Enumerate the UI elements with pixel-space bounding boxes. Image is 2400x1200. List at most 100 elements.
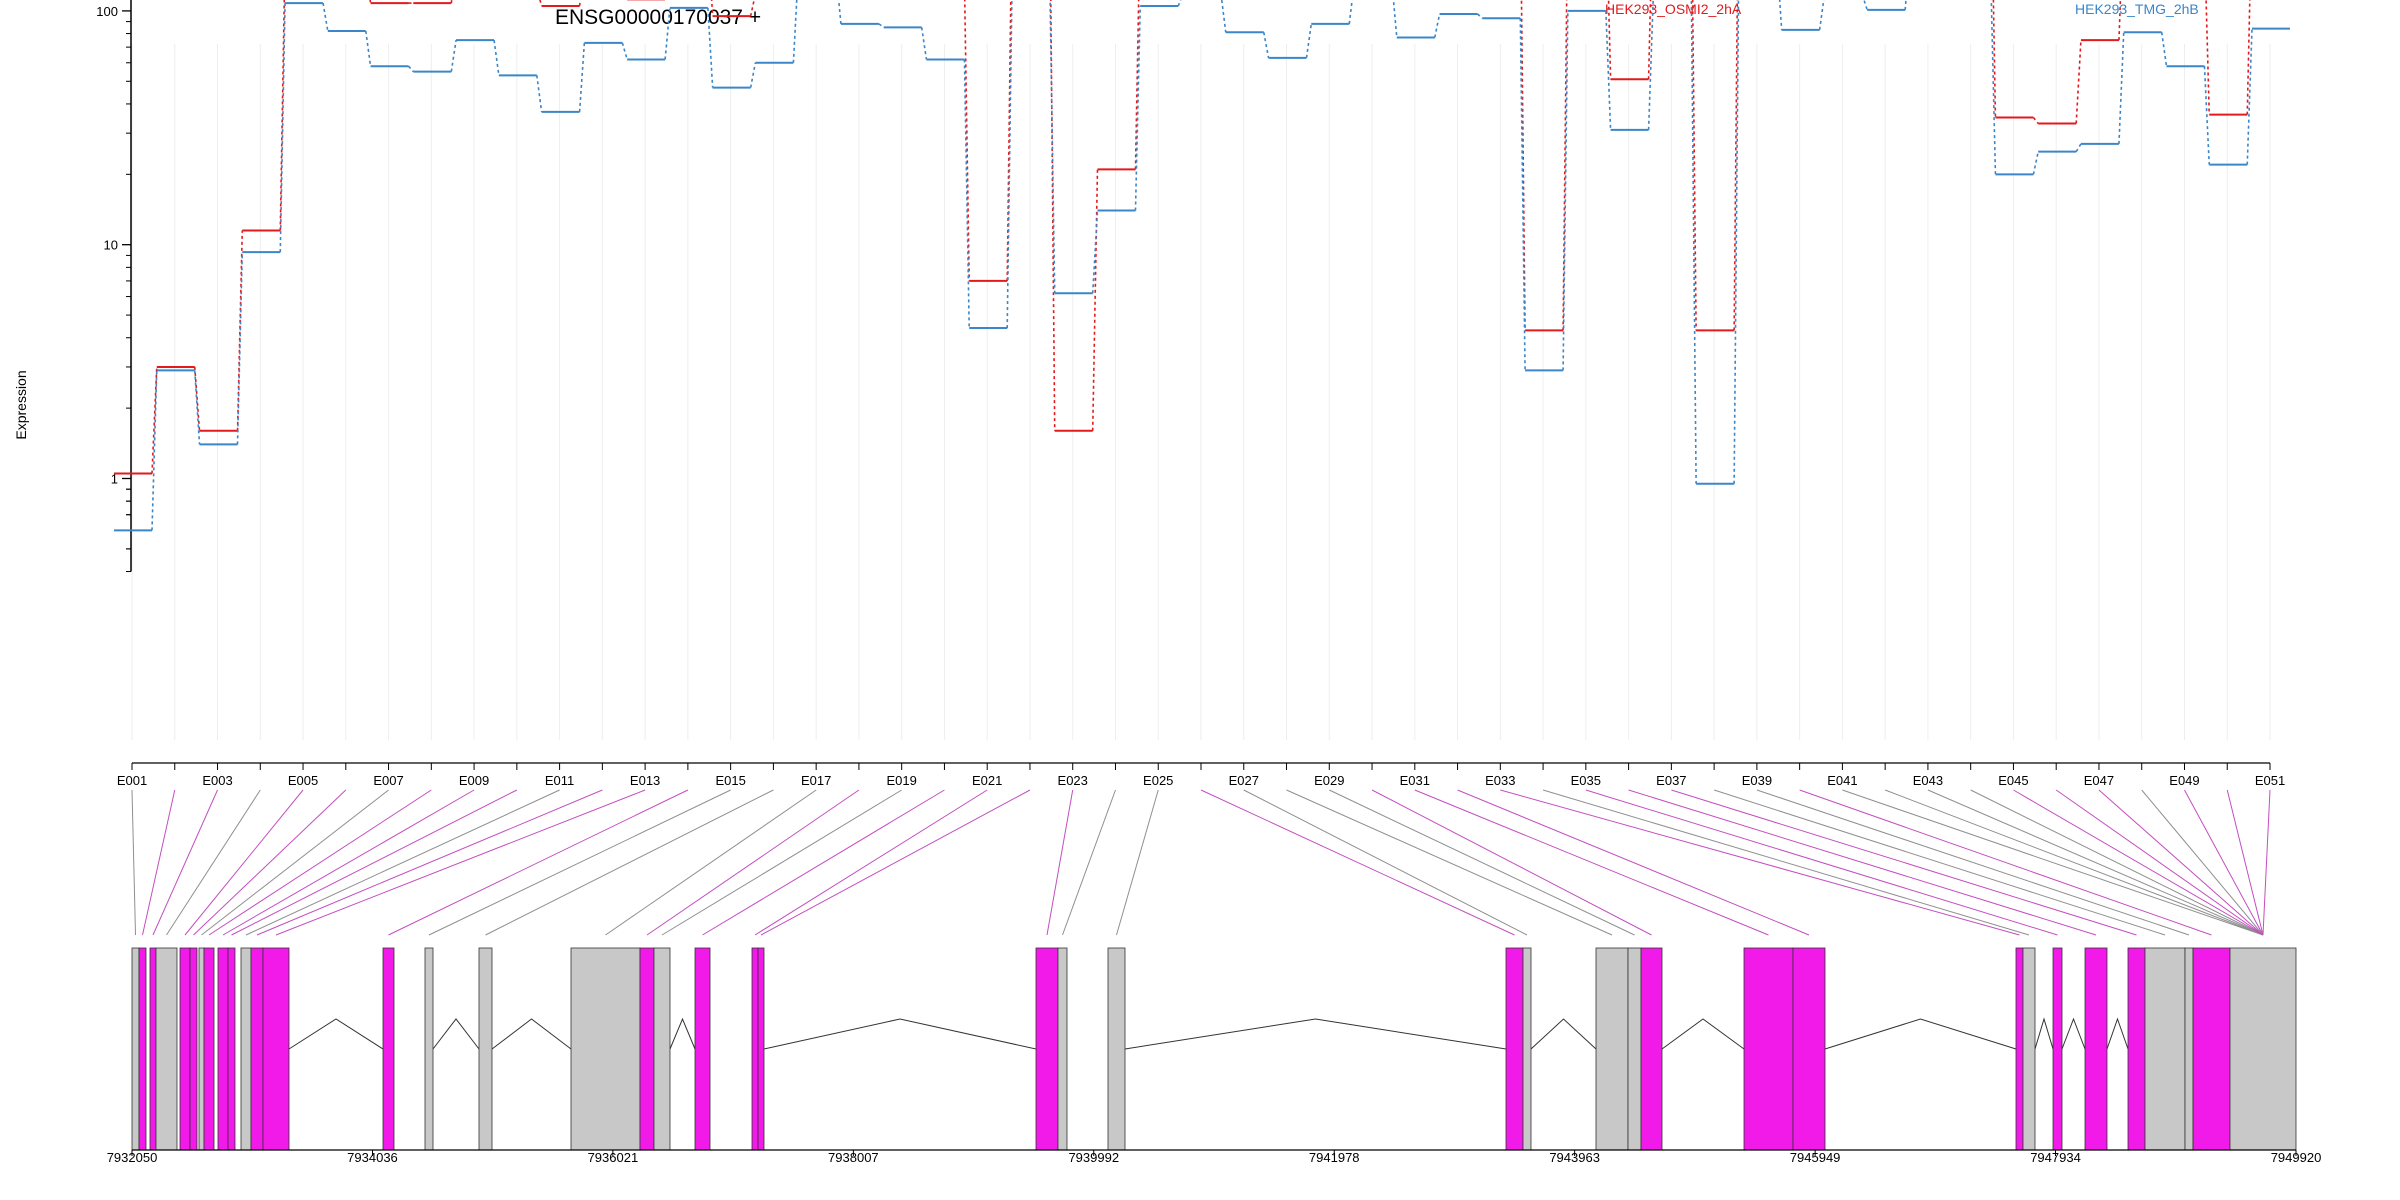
exon-block <box>1522 947 1532 1151</box>
exon-connector <box>1371 789 1652 936</box>
series-connector <box>2203 66 2211 165</box>
intron-line <box>669 1017 696 1050</box>
exon-block <box>2022 947 2036 1151</box>
exon-connector <box>1243 789 1528 936</box>
series-connector <box>707 7 714 88</box>
exon-connector <box>1671 789 2137 936</box>
series-connector <box>837 0 842 24</box>
genomic-tick-label: 7938007 <box>828 1150 879 1165</box>
exon-block <box>131 947 140 1151</box>
series-connector <box>1392 0 1398 38</box>
exon-connector <box>231 789 518 936</box>
series-connector <box>2075 143 2082 153</box>
exon-block <box>1505 947 1524 1151</box>
exon-connector <box>661 789 902 936</box>
intron-line <box>1824 1018 2017 1050</box>
exon-connector <box>2184 789 2264 936</box>
exon-block <box>1035 947 1059 1151</box>
series-connector <box>1305 23 1313 58</box>
exon-block <box>138 947 147 1151</box>
series-connector <box>193 366 201 431</box>
exon-connector <box>245 789 560 936</box>
exon-connector <box>1713 789 2166 936</box>
series-connector <box>1434 13 1441 38</box>
series-connector <box>1647 0 1654 130</box>
series-connector <box>536 75 543 112</box>
exon-block <box>1792 947 1826 1151</box>
series-2 <box>114 0 2290 532</box>
exon-connector <box>485 789 774 936</box>
x-tick-label: E013 <box>630 773 660 788</box>
exon-connector <box>208 789 432 936</box>
exon-connector <box>1500 789 2020 936</box>
intron-line <box>1661 1018 1745 1050</box>
exon-connector <box>1927 789 2264 936</box>
x-tick-label: E011 <box>545 773 574 788</box>
exon-connector <box>388 789 689 936</box>
series-connector <box>963 59 970 329</box>
exon-connector <box>222 789 475 936</box>
exon-block <box>262 947 290 1151</box>
exon-connector <box>1200 789 1515 936</box>
series-connector <box>151 370 158 531</box>
exon-connector <box>1799 789 2212 936</box>
exon-block <box>382 947 395 1151</box>
exon-connector <box>428 789 731 936</box>
series-connector <box>578 42 586 112</box>
exon-connector <box>142 789 176 936</box>
exon-block <box>2084 947 2108 1151</box>
exon-block <box>2192 947 2231 1151</box>
exon-connector <box>702 789 945 936</box>
x-tick-label: E025 <box>1143 773 1173 788</box>
series-connector <box>1863 0 1868 11</box>
exon-block <box>1743 947 1794 1151</box>
exon-block <box>203 947 215 1151</box>
series-connector <box>664 7 671 60</box>
exon-connector <box>2141 789 2264 936</box>
exon-connector <box>184 789 304 936</box>
x-tick-label: E005 <box>288 773 318 788</box>
exon-connector <box>1457 789 1810 936</box>
exon-block <box>424 947 434 1151</box>
x-tick-label: E009 <box>459 773 489 788</box>
exon-connector <box>605 789 817 936</box>
series-connector <box>1562 0 1568 331</box>
series-connector <box>2160 32 2168 67</box>
exon-connector <box>2055 789 2264 936</box>
exon-connector <box>1046 789 1074 936</box>
series-connector <box>1519 18 1526 371</box>
series-connector <box>1091 169 1099 431</box>
exon-block <box>189 947 198 1151</box>
series-connector <box>1818 0 1825 30</box>
series-connector <box>450 0 453 4</box>
exon-connector <box>201 789 389 936</box>
y-axis-label: Expression <box>13 370 29 439</box>
exon-block <box>570 947 641 1151</box>
series-connector <box>1477 13 1483 19</box>
x-tick-label: E041 <box>1827 773 1857 788</box>
genomic-tick-label: 7941978 <box>1309 1150 1360 1165</box>
exon-block <box>2127 947 2146 1151</box>
exon-block <box>1057 947 1068 1151</box>
x-tick-label: E051 <box>2255 773 2285 788</box>
legend-series-2: HEK293_TMG_2hB <box>2075 1 2199 17</box>
exon-connector <box>1542 789 2030 936</box>
genomic-tick-label: 7934036 <box>347 1150 398 1165</box>
series-connector <box>1348 0 1353 24</box>
series-connector <box>193 370 201 445</box>
exon-block <box>757 947 765 1151</box>
genomic-tick-label: 7936021 <box>588 1150 639 1165</box>
x-tick-label: E021 <box>972 773 1002 788</box>
series-connector <box>1049 0 1056 294</box>
intron-line <box>491 1018 572 1050</box>
exon-connector <box>2098 789 2264 936</box>
exon-connector <box>193 789 347 936</box>
series-connector <box>1220 0 1227 33</box>
exon-block <box>240 947 252 1151</box>
exon-connector <box>1062 789 1116 936</box>
series-lines <box>114 0 2290 532</box>
exon-block <box>2052 947 2063 1151</box>
exon-block <box>653 947 671 1151</box>
series-connector <box>1134 0 1140 170</box>
